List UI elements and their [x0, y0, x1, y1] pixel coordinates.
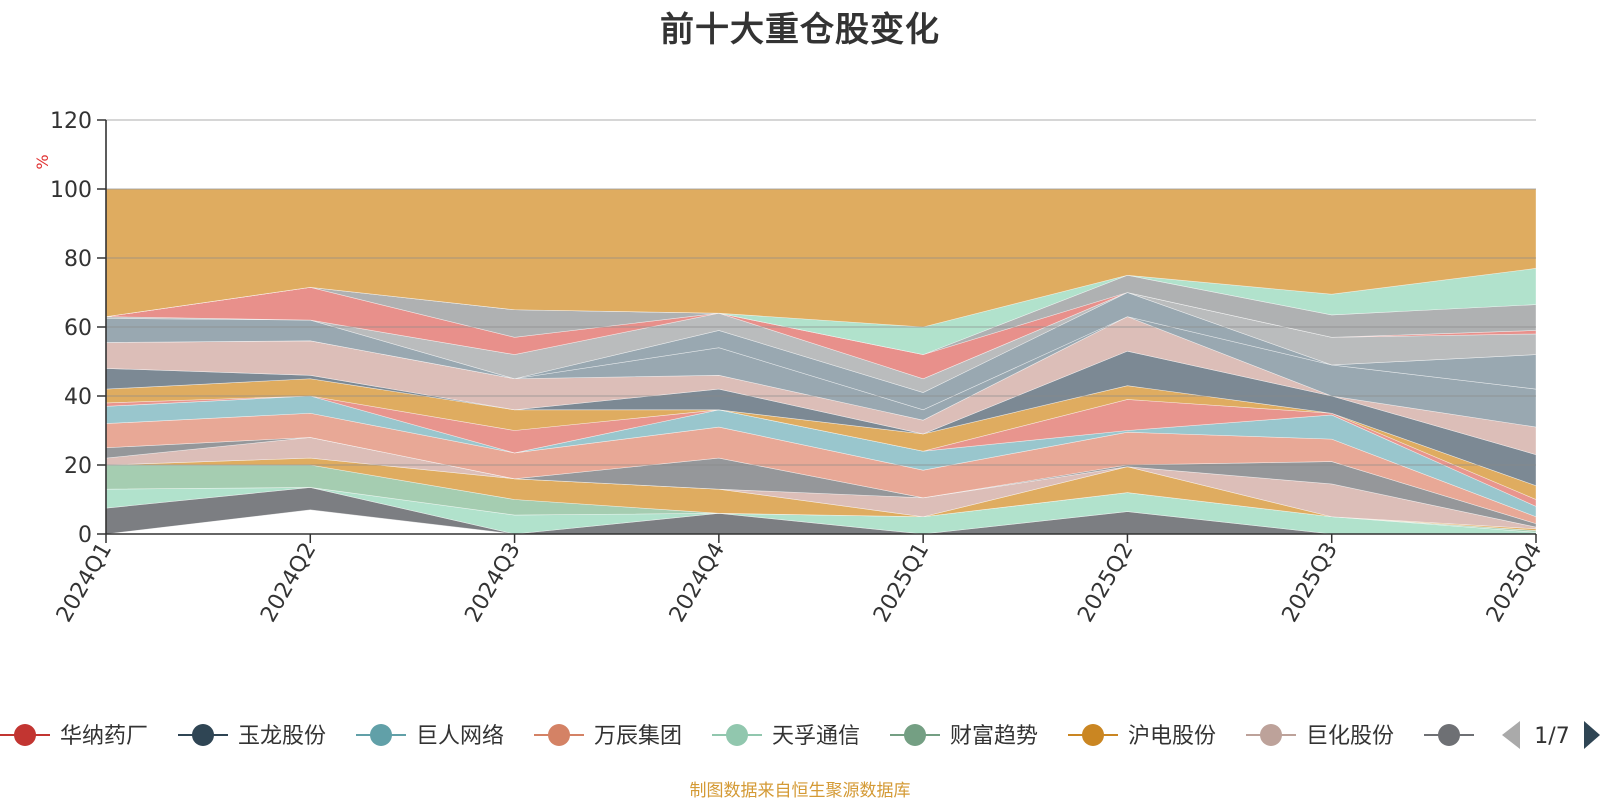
legend-label-2: 玉龙股份 [238, 724, 326, 749]
y-tick-label-120: 120 [50, 109, 92, 134]
legend-label-5: 天孚通信 [772, 724, 860, 749]
legend-marker-1 [14, 724, 36, 746]
legend: 华纳药厂 玉龙股份 巨人网络 万辰集团 天孚通信 财富趋势 沪电股份 巨化股份 新 1/7 [0, 721, 1600, 749]
legend-item-7[interactable]: 沪电股份 [1068, 724, 1216, 749]
legend-item-6[interactable]: 财富趋势 [890, 724, 1038, 749]
legend-item-4[interactable]: 万辰集团 [534, 724, 682, 749]
legend-marker-4 [548, 724, 570, 746]
legend-marker-9 [1438, 724, 1460, 746]
legend-next-page-icon[interactable] [1584, 721, 1600, 749]
grid-lines [106, 119, 1536, 466]
legend-item-2[interactable]: 玉龙股份 [178, 724, 326, 749]
legend-label-6: 财富趋势 [950, 724, 1038, 749]
x-tick-label-2024Q4: 2024Q4 [665, 539, 730, 627]
legend-marker-6 [904, 724, 926, 746]
y-tick-label-80: 80 [64, 247, 92, 272]
legend-prev-page-icon[interactable] [1502, 721, 1520, 749]
area-layers [105, 188, 1537, 535]
x-tick-label-2025Q2: 2025Q2 [1073, 539, 1138, 627]
legend-item-5[interactable]: 天孚通信 [712, 724, 860, 749]
y-tick-label-40: 40 [64, 385, 92, 410]
y-axis-unit-label: % [33, 154, 52, 169]
legend-label-9: 新 [1484, 724, 1506, 749]
legend-marker-8 [1260, 724, 1282, 746]
legend-marker-2 [192, 724, 214, 746]
legend-marker-7 [1082, 724, 1104, 746]
x-tick-label-2025Q3: 2025Q3 [1278, 539, 1343, 627]
y-tick-label-0: 0 [78, 523, 92, 548]
legend-label-1: 华纳药厂 [60, 724, 148, 749]
legend-item-9[interactable]: 新 [1424, 724, 1506, 749]
x-tick-label-2024Q1: 2024Q1 [52, 539, 117, 627]
legend-page-indicator: 1/7 [1534, 724, 1569, 749]
legend-marker-3 [370, 724, 392, 746]
x-tick-label-2025Q4: 2025Q4 [1482, 539, 1547, 627]
legend-label-7: 沪电股份 [1128, 724, 1216, 749]
y-tick-label-60: 60 [64, 316, 92, 341]
x-tick-label-2024Q2: 2024Q2 [256, 539, 321, 627]
data-source-note: 制图数据来自恒生聚源数据库 [689, 781, 911, 801]
y-tick-label-100: 100 [50, 178, 92, 203]
legend-items: 华纳药厂 玉龙股份 巨人网络 万辰集团 天孚通信 财富趋势 沪电股份 巨化股份 新 [0, 724, 1506, 749]
legend-label-4: 万辰集团 [594, 724, 682, 749]
legend-item-1[interactable]: 华纳药厂 [0, 724, 148, 749]
x-tick-label-2024Q3: 2024Q3 [460, 539, 525, 627]
legend-label-8: 巨化股份 [1306, 724, 1394, 749]
legend-item-8[interactable]: 巨化股份 [1246, 724, 1394, 749]
x-tick-label-2025Q1: 2025Q1 [869, 539, 934, 627]
legend-label-3: 巨人网络 [416, 724, 504, 749]
y-tick-label-20: 20 [64, 454, 92, 479]
legend-item-3[interactable]: 巨人网络 [356, 724, 504, 749]
chart-title: 前十大重仓股变化 [660, 10, 940, 50]
legend-marker-5 [726, 724, 748, 746]
